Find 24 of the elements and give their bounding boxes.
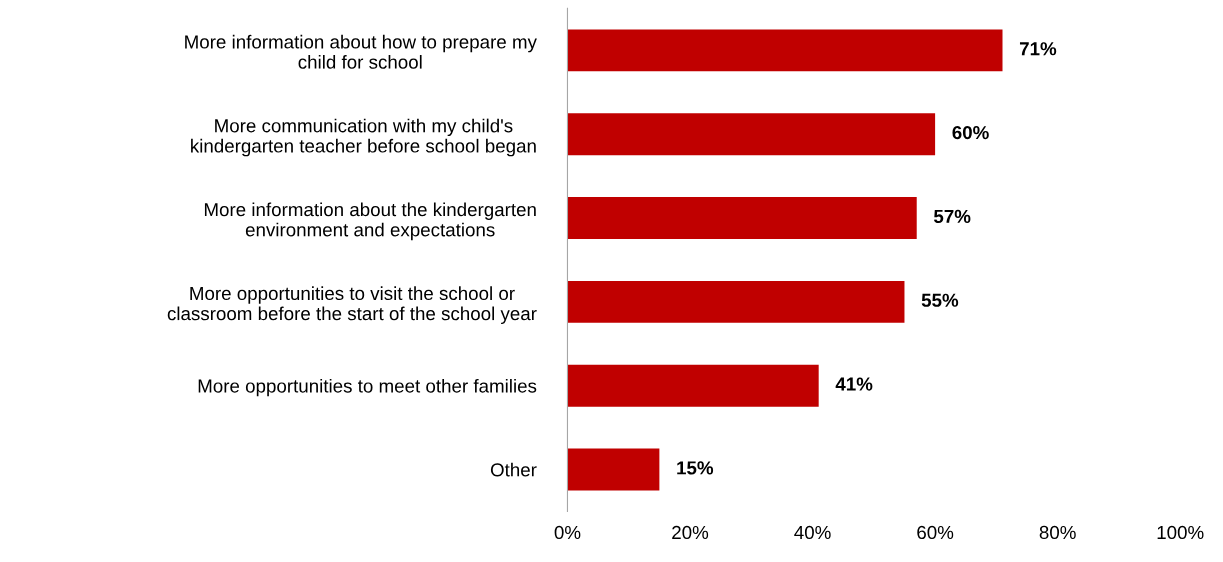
- data-label: 57%: [933, 209, 971, 224]
- x-tick-label: 20%: [672, 525, 709, 540]
- y-tick-label: More information about how to prepare my child for school: [185, 34, 537, 69]
- bar: [567, 113, 936, 156]
- y-tick-label: More opportunities to visit the school or classroom before the start of the school year: [167, 286, 537, 324]
- bar: [567, 448, 660, 491]
- bar: [567, 364, 819, 407]
- y-tick-label: Other: [490, 462, 537, 477]
- y-tick-label: More opportunities to meet other families: [198, 378, 537, 397]
- x-tick-label: 60%: [917, 525, 954, 540]
- bar: [567, 280, 905, 323]
- x-tick-label: 40%: [794, 525, 831, 540]
- y-tick-label: More information about the kindergarten environment and expectations: [204, 202, 536, 241]
- bar: [567, 29, 1003, 72]
- data-label: 41%: [835, 377, 873, 391]
- data-label: 71%: [1019, 42, 1057, 56]
- bar: [567, 197, 917, 239]
- data-label: 60%: [952, 125, 989, 140]
- x-tick-label: 80%: [1039, 525, 1076, 540]
- data-label: 55%: [921, 293, 959, 307]
- x-tick-label: 0%: [554, 525, 581, 540]
- y-tick-label: More communication with my child's kindergarten teacher before school began: [191, 118, 536, 157]
- x-tick-label: 100%: [1157, 525, 1204, 540]
- data-label: 15%: [677, 461, 714, 475]
